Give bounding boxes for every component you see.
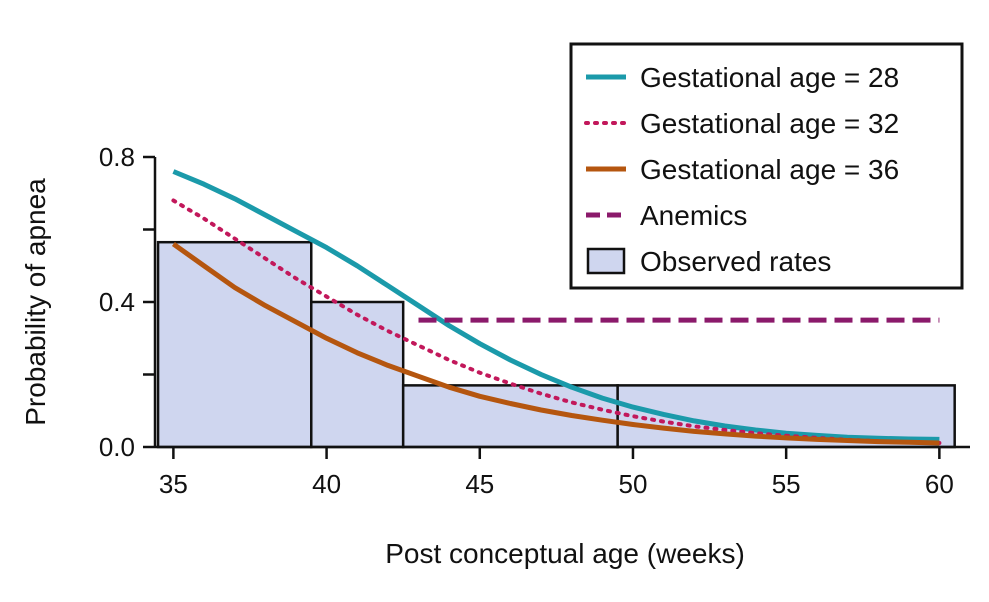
legend: Gestational age = 28 Gestational age = 32… (569, 42, 964, 290)
y-tick-label-0: 0.0 (99, 432, 135, 462)
legend-label-4: Anemics (640, 200, 747, 231)
legend-label-3: Gestational age = 36 (640, 154, 899, 185)
x-tick-label-45: 45 (465, 469, 494, 499)
x-tick-label-55: 55 (772, 469, 801, 499)
series-line-1 (172, 169, 940, 442)
legend-label-5: Observed rates (640, 246, 831, 277)
series-lines (171, 169, 942, 446)
observed-rate-bar-2 (310, 300, 405, 449)
legend-swatch-5 (586, 247, 626, 275)
x-tick-label-50: 50 (619, 469, 648, 499)
y-tick-label-2: 0.4 (99, 287, 135, 317)
series-line-3 (171, 241, 940, 446)
x-tick-label-40: 40 (312, 469, 341, 499)
axes: 35 40 45 50 55 60 0.0 0.4 0.8 (99, 142, 970, 499)
legend-label-1: Gestational age = 28 (640, 62, 899, 93)
y-axis-title: Probability of apnea (20, 178, 51, 426)
x-tick-label-35: 35 (159, 469, 188, 499)
legend-label-2: Gestational age = 32 (640, 108, 899, 139)
x-tick-label-60: 60 (925, 469, 954, 499)
x-axis-title: Post conceptual age (weeks) (385, 538, 745, 569)
legend-box (569, 42, 964, 290)
y-tick-label-4: 0.8 (99, 142, 135, 172)
observed-rate-bar-1 (156, 240, 313, 449)
